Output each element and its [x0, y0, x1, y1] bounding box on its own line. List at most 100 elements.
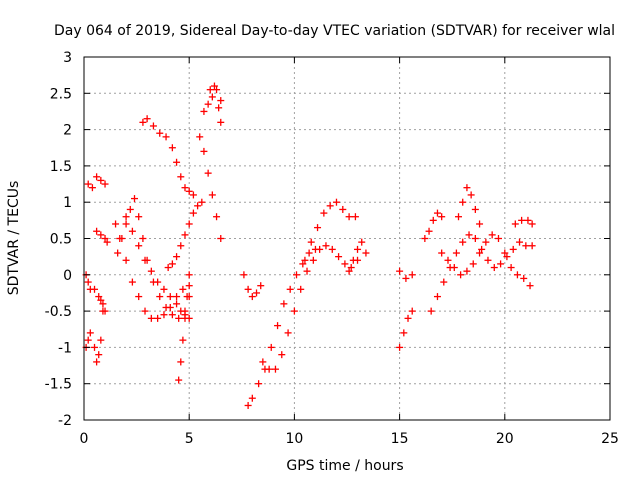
- data-point: [181, 231, 189, 239]
- data-point: [400, 329, 408, 337]
- data-point: [290, 307, 298, 315]
- data-point: [116, 235, 124, 242]
- data-point: [200, 107, 208, 115]
- data-point: [173, 293, 181, 301]
- data-point: [507, 264, 515, 272]
- data-point: [130, 195, 138, 203]
- data-point: [122, 213, 130, 221]
- data-point: [309, 256, 317, 264]
- data-point: [173, 158, 181, 166]
- y-tick-label: -2: [58, 413, 72, 429]
- data-point: [84, 336, 92, 344]
- data-point: [471, 235, 479, 242]
- data-point: [316, 245, 324, 253]
- data-point: [164, 264, 172, 272]
- data-point: [84, 278, 92, 286]
- data-point: [103, 238, 111, 246]
- data-point: [440, 278, 448, 286]
- data-point: [217, 97, 225, 105]
- chart-title: Day 064 of 2019, Sidereal Day-to-day VTE…: [54, 23, 615, 39]
- axis-ticks: [83, 56, 611, 421]
- data-point: [189, 191, 197, 199]
- data-point: [141, 256, 149, 264]
- data-point: [471, 205, 479, 213]
- data-point: [95, 293, 103, 301]
- data-point: [335, 253, 343, 261]
- data-point: [463, 267, 471, 275]
- y-axis-label: SDTVAR / TECUs: [6, 181, 22, 296]
- data-point: [210, 82, 218, 90]
- data-point: [425, 227, 433, 235]
- data-point: [278, 351, 286, 359]
- data-point: [97, 176, 105, 184]
- data-point: [139, 235, 147, 242]
- data-point: [362, 249, 370, 257]
- data-point: [478, 245, 486, 253]
- data-point: [320, 209, 328, 217]
- grid-lines: [84, 57, 610, 420]
- data-point: [248, 394, 256, 402]
- data-point: [438, 213, 446, 221]
- data-point: [253, 289, 261, 297]
- data-point: [154, 278, 162, 286]
- data-point: [267, 343, 275, 351]
- data-point: [244, 285, 252, 293]
- data-point: [114, 249, 122, 257]
- data-point: [248, 293, 256, 301]
- data-point: [215, 104, 223, 112]
- data-point: [511, 220, 519, 228]
- data-point: [204, 100, 212, 108]
- data-point: [173, 253, 181, 261]
- data-point: [438, 249, 446, 257]
- data-point: [244, 401, 252, 409]
- data-point: [204, 169, 212, 177]
- x-tick-label: 20: [496, 431, 514, 447]
- data-point: [429, 216, 437, 224]
- data-point: [135, 213, 143, 221]
- data-point: [181, 314, 189, 322]
- data-point: [177, 358, 185, 366]
- data-point: [421, 235, 429, 242]
- data-point: [149, 122, 157, 130]
- data-point: [84, 180, 92, 188]
- data-point: [301, 256, 309, 264]
- data-point: [347, 264, 355, 272]
- y-tick-label: -1.5: [45, 377, 72, 393]
- data-point: [168, 144, 176, 152]
- data-point: [526, 282, 534, 290]
- data-point: [179, 336, 187, 344]
- data-point: [465, 231, 473, 239]
- data-point: [501, 249, 509, 257]
- data-point: [147, 314, 155, 322]
- data-point: [139, 118, 147, 126]
- data-point: [463, 184, 471, 192]
- data-point: [168, 311, 176, 319]
- data-point: [467, 191, 475, 199]
- data-point: [200, 147, 208, 155]
- data-point: [160, 311, 168, 319]
- data-point: [141, 307, 149, 315]
- data-point: [328, 245, 336, 253]
- x-tick-label: 10: [285, 431, 303, 447]
- data-point: [469, 260, 477, 268]
- data-point: [86, 329, 94, 337]
- data-point: [185, 187, 193, 195]
- data-point: [179, 285, 187, 293]
- data-point: [198, 198, 206, 206]
- data-point: [156, 129, 164, 137]
- data-point: [135, 242, 143, 250]
- data-point: [181, 184, 189, 192]
- data-point: [408, 307, 416, 315]
- data-point: [520, 274, 528, 282]
- data-point: [177, 173, 185, 181]
- y-tick-label: 1: [63, 195, 72, 211]
- data-point: [88, 184, 96, 192]
- data-point: [488, 231, 496, 239]
- x-tick-label: 5: [185, 431, 194, 447]
- data-point: [444, 256, 452, 264]
- data-point: [93, 173, 101, 181]
- data-point: [450, 264, 458, 272]
- data-points: [82, 82, 536, 409]
- data-point: [271, 365, 279, 373]
- x-tick-label: 25: [601, 431, 619, 447]
